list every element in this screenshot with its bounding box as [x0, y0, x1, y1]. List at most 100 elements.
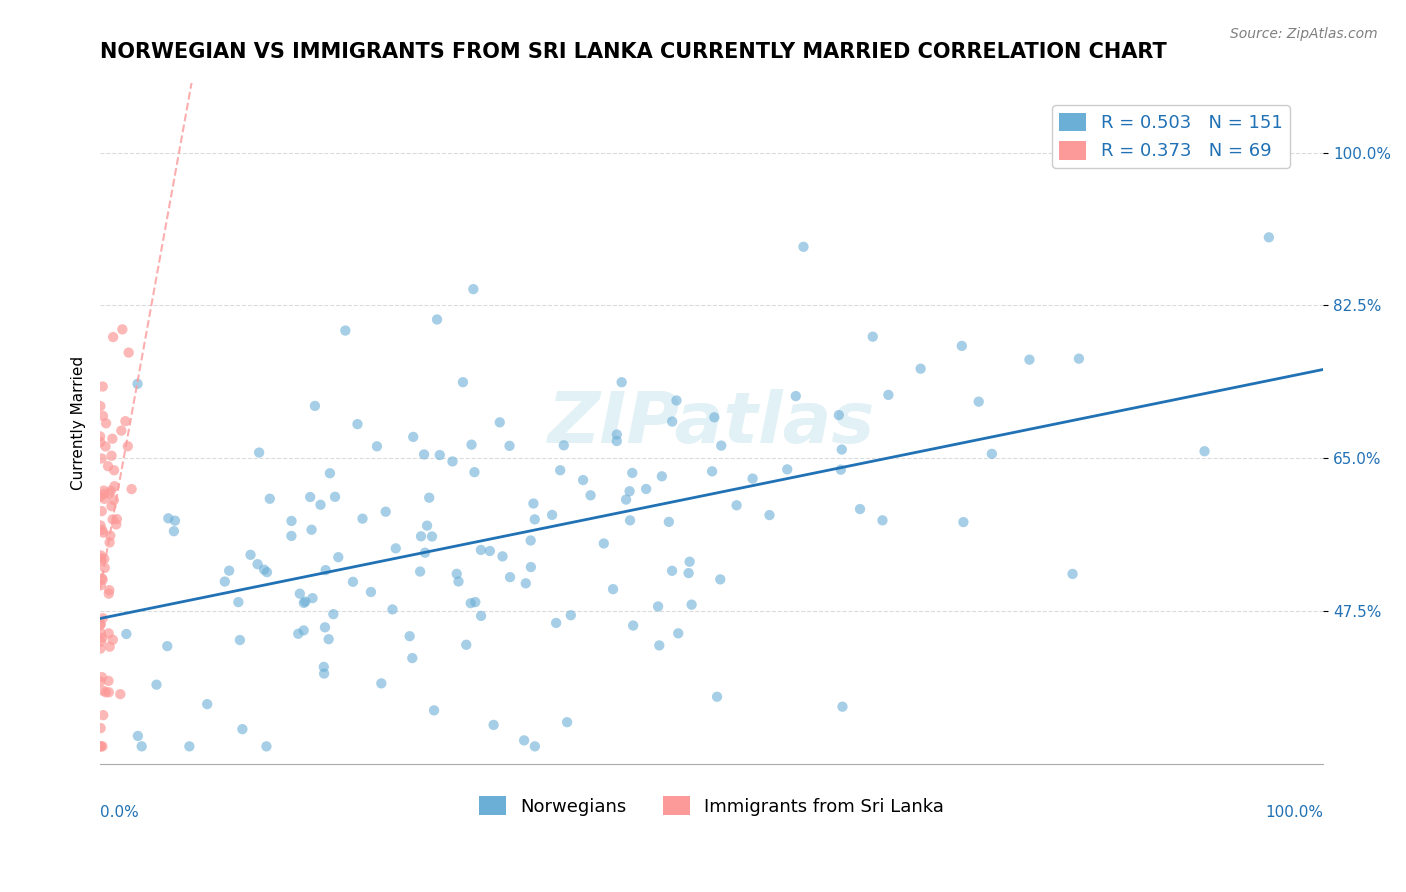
Norwegians	[709, 573, 731, 587]
Norwegians	[499, 570, 522, 584]
Immigrants from Sri Lanka	[90, 451, 112, 466]
Norwegians	[301, 523, 323, 537]
Norwegians	[401, 651, 423, 665]
Norwegians	[131, 739, 153, 754]
Immigrants from Sri Lanka	[91, 379, 114, 393]
Immigrants from Sri Lanka	[91, 739, 114, 754]
Norwegians	[513, 733, 536, 747]
Immigrants from Sri Lanka	[111, 322, 134, 336]
Norwegians	[463, 282, 485, 296]
Immigrants from Sri Lanka	[98, 583, 121, 598]
Norwegians	[572, 473, 595, 487]
Immigrants from Sri Lanka	[93, 487, 115, 501]
Immigrants from Sri Lanka	[97, 626, 120, 640]
Immigrants from Sri Lanka	[94, 561, 117, 575]
Immigrants from Sri Lanka	[90, 721, 112, 735]
Norwegians	[127, 729, 149, 743]
Norwegians	[621, 618, 644, 632]
Norwegians	[312, 660, 335, 674]
Norwegians	[522, 496, 544, 510]
Immigrants from Sri Lanka	[97, 459, 120, 474]
Norwegians	[678, 555, 700, 569]
Norwegians	[342, 574, 364, 589]
Norwegians	[420, 529, 443, 543]
Norwegians	[409, 529, 432, 543]
Norwegians	[352, 511, 374, 525]
Immigrants from Sri Lanka	[91, 523, 114, 537]
Norwegians	[157, 511, 180, 525]
Norwegians	[666, 626, 689, 640]
Norwegians	[413, 447, 436, 461]
Norwegians	[872, 513, 894, 527]
Immigrants from Sri Lanka	[100, 449, 122, 463]
Norwegians	[488, 416, 510, 430]
Norwegians	[423, 703, 446, 717]
Immigrants from Sri Lanka	[89, 674, 111, 689]
Norwegians	[519, 533, 541, 548]
Norwegians	[335, 324, 357, 338]
Norwegians	[555, 715, 578, 730]
Norwegians	[456, 638, 478, 652]
Norwegians	[145, 678, 167, 692]
Norwegians	[280, 529, 302, 543]
Norwegians	[546, 615, 568, 630]
Norwegians	[384, 541, 406, 556]
Immigrants from Sri Lanka	[93, 491, 115, 506]
Norwegians	[541, 508, 564, 522]
Norwegians	[288, 587, 311, 601]
Norwegians	[323, 490, 346, 504]
Immigrants from Sri Lanka	[89, 490, 111, 504]
Norwegians	[491, 549, 513, 564]
Norwegians	[606, 427, 628, 442]
Immigrants from Sri Lanka	[91, 611, 114, 625]
Norwegians	[967, 394, 990, 409]
Norwegians	[606, 434, 628, 448]
Norwegians	[678, 566, 700, 580]
Norwegians	[706, 690, 728, 704]
Immigrants from Sri Lanka	[93, 483, 115, 498]
Norwegians	[579, 488, 602, 502]
Immigrants from Sri Lanka	[98, 640, 121, 654]
Immigrants from Sri Lanka	[121, 482, 143, 496]
Immigrants from Sri Lanka	[91, 670, 114, 684]
Norwegians	[725, 498, 748, 512]
Norwegians	[648, 639, 671, 653]
Immigrants from Sri Lanka	[89, 617, 111, 632]
Norwegians	[619, 513, 641, 527]
Norwegians	[470, 608, 492, 623]
Norwegians	[319, 467, 342, 481]
Norwegians	[409, 565, 432, 579]
Norwegians	[464, 595, 486, 609]
Norwegians	[247, 445, 270, 459]
Norwegians	[256, 565, 278, 579]
Norwegians	[785, 389, 807, 403]
Norwegians	[741, 471, 763, 485]
Norwegians	[366, 439, 388, 453]
Immigrants from Sri Lanka	[90, 626, 112, 640]
Immigrants from Sri Lanka	[89, 617, 111, 632]
Norwegians	[299, 490, 322, 504]
Norwegians	[614, 492, 637, 507]
Immigrants from Sri Lanka	[118, 345, 141, 359]
Text: ZIPatlas: ZIPatlas	[548, 389, 876, 458]
Norwegians	[463, 465, 485, 479]
Legend: Norwegians, Immigrants from Sri Lanka: Norwegians, Immigrants from Sri Lanka	[472, 789, 952, 823]
Norwegians	[294, 594, 316, 608]
Norwegians	[651, 469, 673, 483]
Norwegians	[231, 722, 253, 736]
Immigrants from Sri Lanka	[90, 504, 112, 518]
Immigrants from Sri Lanka	[93, 552, 115, 566]
Norwegians	[413, 546, 436, 560]
Immigrants from Sri Lanka	[98, 535, 121, 549]
Norwegians	[287, 627, 309, 641]
Immigrants from Sri Lanka	[90, 578, 112, 592]
Immigrants from Sri Lanka	[97, 587, 120, 601]
Norwegians	[318, 632, 340, 647]
Norwegians	[446, 566, 468, 581]
Norwegians	[470, 543, 492, 558]
Immigrants from Sri Lanka	[90, 634, 112, 648]
Norwegians	[980, 447, 1002, 461]
Immigrants from Sri Lanka	[117, 439, 139, 453]
Norwegians	[402, 430, 425, 444]
Norwegians	[831, 442, 853, 457]
